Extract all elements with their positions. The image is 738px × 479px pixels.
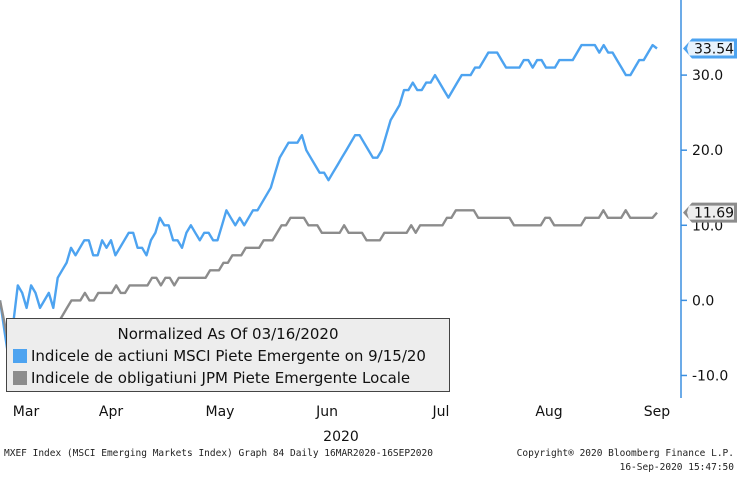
last-value-tag-inner <box>687 205 734 220</box>
legend-swatch-equity <box>13 349 27 363</box>
legend-label-bonds: Indicele de obligatiuni JPM Piete Emerge… <box>31 369 411 387</box>
y-tick-label: 30.0 <box>692 68 723 84</box>
x-axis-year-label: 2020 <box>323 429 359 445</box>
x-axis-ticks: Mar Apr May Jun Jul Aug Sep <box>13 404 671 420</box>
x-tick-label: Aug <box>535 404 562 420</box>
x-tick-label: Jul <box>432 404 450 420</box>
series-layer <box>0 43 658 362</box>
legend-item-equity: Indicele de actiuni MSCI Piete Emergente… <box>13 347 426 365</box>
footer-timestamp: 16-Sep-2020 15:47:50 <box>619 462 734 473</box>
footer-copyright: Copyright® 2020 Bloomberg Finance L.P. <box>516 448 734 459</box>
last-value-tags: 33.54 11.69 <box>683 38 737 223</box>
series-line-1 <box>0 209 658 347</box>
x-tick-label: Mar <box>13 404 40 420</box>
last-value-label-1: 11.69 <box>694 206 734 222</box>
x-tick-label: Sep <box>644 404 671 420</box>
y-axis-ticks: -10.00.010.020.030.0 <box>681 68 728 384</box>
series-line-0 <box>0 43 658 362</box>
legend-title: Normalized As Of 03/16/2020 <box>117 325 339 343</box>
x-tick-label: May <box>206 404 235 420</box>
y-tick-label: -10.0 <box>692 368 728 384</box>
legend-label-equity: Indicele de actiuni MSCI Piete Emergente… <box>31 347 426 365</box>
x-tick-label: Jun <box>315 404 338 420</box>
y-tick-label: 20.0 <box>692 143 723 159</box>
legend: Normalized As Of 03/16/2020 Indicele de … <box>6 318 450 392</box>
footer-source: MXEF Index (MSCI Emerging Markets Index)… <box>4 448 433 459</box>
last-value-tag-inner <box>687 41 734 56</box>
legend-item-bonds: Indicele de obligatiuni JPM Piete Emerge… <box>13 369 410 387</box>
last-value-label-0: 33.54 <box>694 42 734 58</box>
y-tick-label: 0.0 <box>692 293 714 309</box>
legend-swatch-bonds <box>13 371 27 385</box>
x-tick-label: Apr <box>99 404 123 420</box>
